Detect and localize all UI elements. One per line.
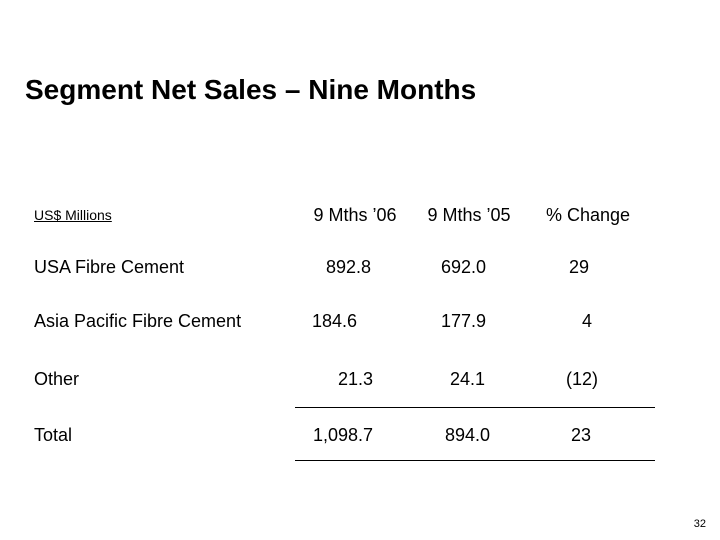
cell-asia-pacific-9m-06: 184.6 (311, 311, 357, 331)
cell-asia-pacific-9m-05: 177.9 (440, 311, 486, 331)
cell-usa-9m-06: 892.8 (325, 257, 371, 277)
row-label-total: Total (34, 425, 73, 445)
cell-total-pct-change: 23 (570, 425, 592, 445)
page-number: 32 (693, 518, 706, 530)
cell-total-9m-05: 894.0 (444, 425, 490, 445)
column-header-9m-06: 9 Mths ’06 (313, 205, 397, 225)
column-header-9m-05: 9 Mths ’05 (427, 205, 511, 225)
cell-other-9m-05: 24.1 (449, 369, 485, 389)
column-header-pct-change: % Change (545, 205, 631, 225)
cell-other-pct-change: (12) (565, 369, 599, 389)
cell-usa-pct-change: 29 (568, 257, 590, 277)
subtotal-rule (295, 407, 655, 408)
slide-title: Segment Net Sales – Nine Months (25, 74, 477, 105)
row-label-usa: USA Fibre Cement (34, 257, 185, 277)
row-label-other: Other (34, 369, 80, 389)
total-rule (295, 460, 655, 461)
cell-usa-9m-05: 692.0 (440, 257, 486, 277)
cell-asia-pacific-pct-change: 4 (581, 311, 593, 331)
unit-label: US$ Millions (34, 207, 112, 223)
cell-other-9m-06: 21.3 (337, 369, 373, 389)
row-label-asia-pacific: Asia Pacific Fibre Cement (34, 311, 242, 331)
cell-total-9m-06: 1,098.7 (312, 425, 373, 445)
